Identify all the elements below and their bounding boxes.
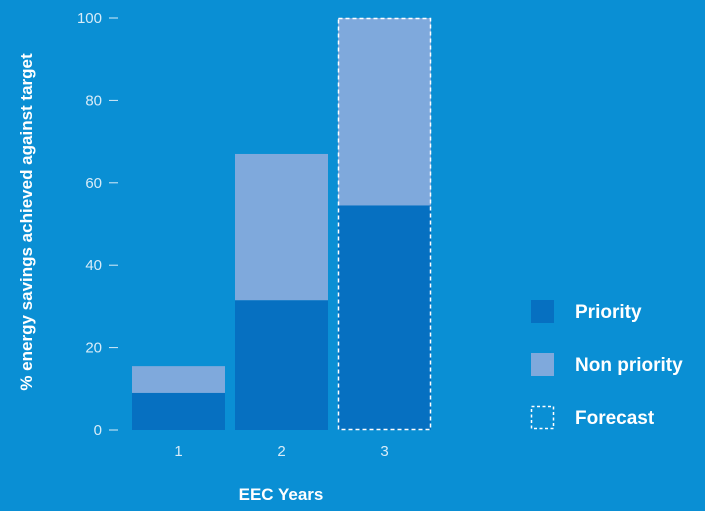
y-tick-label: 60 [85,175,102,192]
legend-label-non-priority: Non priority [575,355,683,376]
y-tick-label: 80 [85,92,102,109]
bar-priority [235,300,328,430]
x-axis: 1 2 3 [174,443,388,460]
bar-non-priority [235,153,328,301]
y-axis-title: % energy savings achieved against target [17,53,36,391]
legend-swatch-priority [531,300,554,323]
bar-non-priority [132,366,225,393]
forecast-outline [337,17,432,431]
y-axis: 0 20 40 60 80 100 [77,10,118,439]
x-axis-title: EEC Years [239,485,324,504]
y-tick-label: 0 [94,422,102,439]
bars [132,17,432,431]
legend-label-priority: Priority [575,302,642,323]
bar-priority [338,205,431,430]
bar-priority [132,392,225,430]
legend-swatch-forecast [530,405,555,430]
legend: Priority Non priority Forecast [530,300,683,430]
legend-label-forecast: Forecast [575,408,655,429]
x-tick-label: 2 [277,443,285,460]
x-tick-label: 1 [174,443,182,460]
y-tick-label: 40 [85,257,102,274]
legend-swatch-non-priority [531,353,554,376]
y-tick-label: 20 [85,340,102,357]
y-tick-label: 100 [77,10,102,27]
bar-non-priority [338,18,431,206]
x-tick-label: 3 [380,443,388,460]
